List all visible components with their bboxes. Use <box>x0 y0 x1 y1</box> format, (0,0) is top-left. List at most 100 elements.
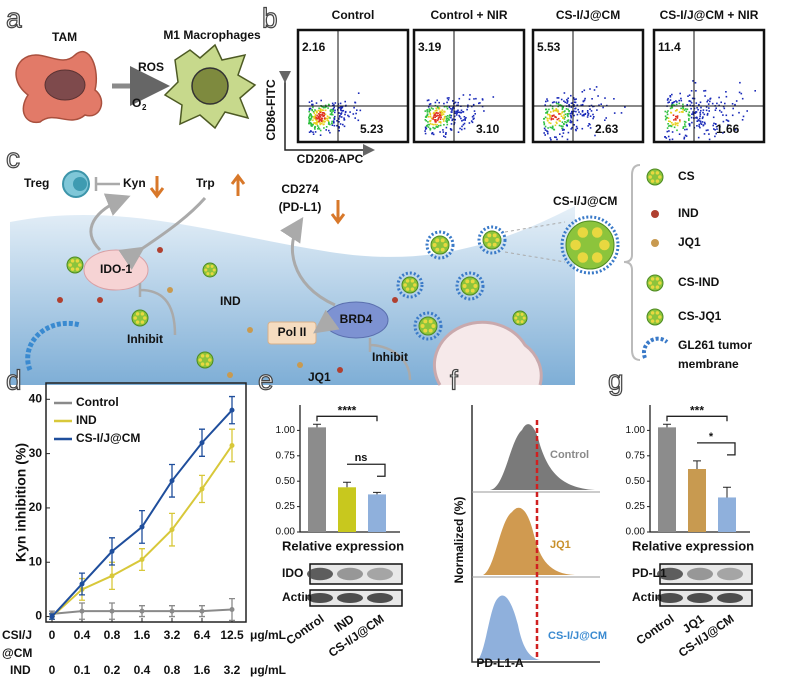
flow-event <box>725 95 728 98</box>
particle-dot <box>514 316 518 320</box>
flow-event <box>559 104 562 106</box>
histogram-label: CS-I/J@CM <box>548 630 607 642</box>
flow-event <box>328 129 330 132</box>
flow-event <box>604 97 606 99</box>
error-bar <box>313 423 321 428</box>
flow-event <box>315 117 317 120</box>
flow-event <box>667 110 669 112</box>
flow-event <box>311 100 313 102</box>
flow-event <box>318 117 320 119</box>
flow-event <box>593 89 596 91</box>
flow-event <box>553 101 555 103</box>
flow-event <box>353 106 355 109</box>
flow-event <box>446 123 449 126</box>
label: CD86-FITC <box>264 79 278 141</box>
flow-event <box>439 118 442 120</box>
flow-event <box>688 113 690 116</box>
flow-event <box>431 123 433 126</box>
flow-event <box>667 101 669 104</box>
flow-event <box>438 114 440 117</box>
flow-event <box>551 101 554 104</box>
data-point <box>229 407 235 413</box>
flow-event <box>310 122 313 125</box>
flow-event <box>673 126 676 129</box>
flow-event <box>600 103 602 105</box>
flow-event <box>429 112 431 115</box>
flow-event <box>437 126 439 128</box>
particle-dot <box>648 175 652 179</box>
flow-event <box>439 112 441 114</box>
flow-event <box>434 119 437 122</box>
flow-event <box>454 101 457 104</box>
flow-event <box>573 104 575 106</box>
flow-event <box>735 100 738 102</box>
flow-event <box>571 110 573 113</box>
flow-event <box>708 107 710 109</box>
legend-icon <box>641 336 669 359</box>
drug-dot <box>167 287 173 293</box>
flow-event <box>688 124 691 127</box>
flow-event <box>602 106 604 109</box>
flow-event <box>597 95 599 97</box>
flow-event <box>582 100 585 102</box>
flow-event <box>672 123 675 126</box>
flow-event <box>316 123 318 126</box>
blot-label: PD-L1 <box>632 566 667 580</box>
data-point <box>199 440 205 446</box>
flow-event <box>566 138 569 141</box>
flow-event <box>546 100 549 102</box>
flow-event <box>551 107 554 110</box>
blot-band <box>367 567 393 581</box>
flow-event <box>670 104 673 106</box>
y-tick-label: 0.50 <box>626 476 646 487</box>
flow-event <box>471 116 474 118</box>
flow-event <box>314 128 316 130</box>
legend-label: CS-JQ1 <box>678 309 722 323</box>
flow-event <box>313 122 315 124</box>
label: 5.53 <box>537 40 561 54</box>
flow-event <box>333 104 335 106</box>
flow-event <box>734 103 736 106</box>
flow-event <box>446 117 449 119</box>
flow-event <box>438 116 441 118</box>
flow-event <box>672 114 675 116</box>
flow-event <box>668 138 671 141</box>
flow-event <box>432 118 435 120</box>
flow-event <box>702 116 704 118</box>
data-point <box>109 548 115 554</box>
flow-event <box>450 123 453 125</box>
x-tick-label: 1.6 <box>194 663 211 677</box>
flow-event <box>675 100 677 102</box>
flow-event <box>557 111 560 113</box>
flow-event <box>682 126 685 128</box>
drug-dot <box>392 297 398 303</box>
flow-event <box>308 107 311 110</box>
flow-event <box>332 110 334 112</box>
flow-event <box>551 115 554 118</box>
flow-event <box>312 119 314 122</box>
flow-event <box>668 101 670 103</box>
inhibit-line <box>94 177 120 191</box>
flow-event <box>426 124 428 127</box>
flow-event <box>426 113 429 115</box>
flow-event <box>331 109 333 111</box>
flow-event <box>434 116 436 118</box>
flow-event <box>727 120 730 122</box>
label: IND <box>220 294 241 308</box>
flow-event <box>320 120 323 122</box>
flow-event <box>451 119 453 122</box>
flow-event <box>670 111 672 114</box>
flow-event <box>565 108 568 110</box>
particle-dot <box>135 312 140 316</box>
flow-event <box>573 124 575 126</box>
flow-event <box>706 114 709 116</box>
flow-event <box>434 114 436 116</box>
bar <box>658 427 676 532</box>
flow-event <box>718 104 720 107</box>
flow-event <box>329 131 331 134</box>
label: 2.63 <box>595 122 619 136</box>
data-point <box>49 614 55 620</box>
flow-event <box>439 131 441 133</box>
flow-event <box>703 113 706 116</box>
x-tick-label: Control <box>634 612 677 648</box>
